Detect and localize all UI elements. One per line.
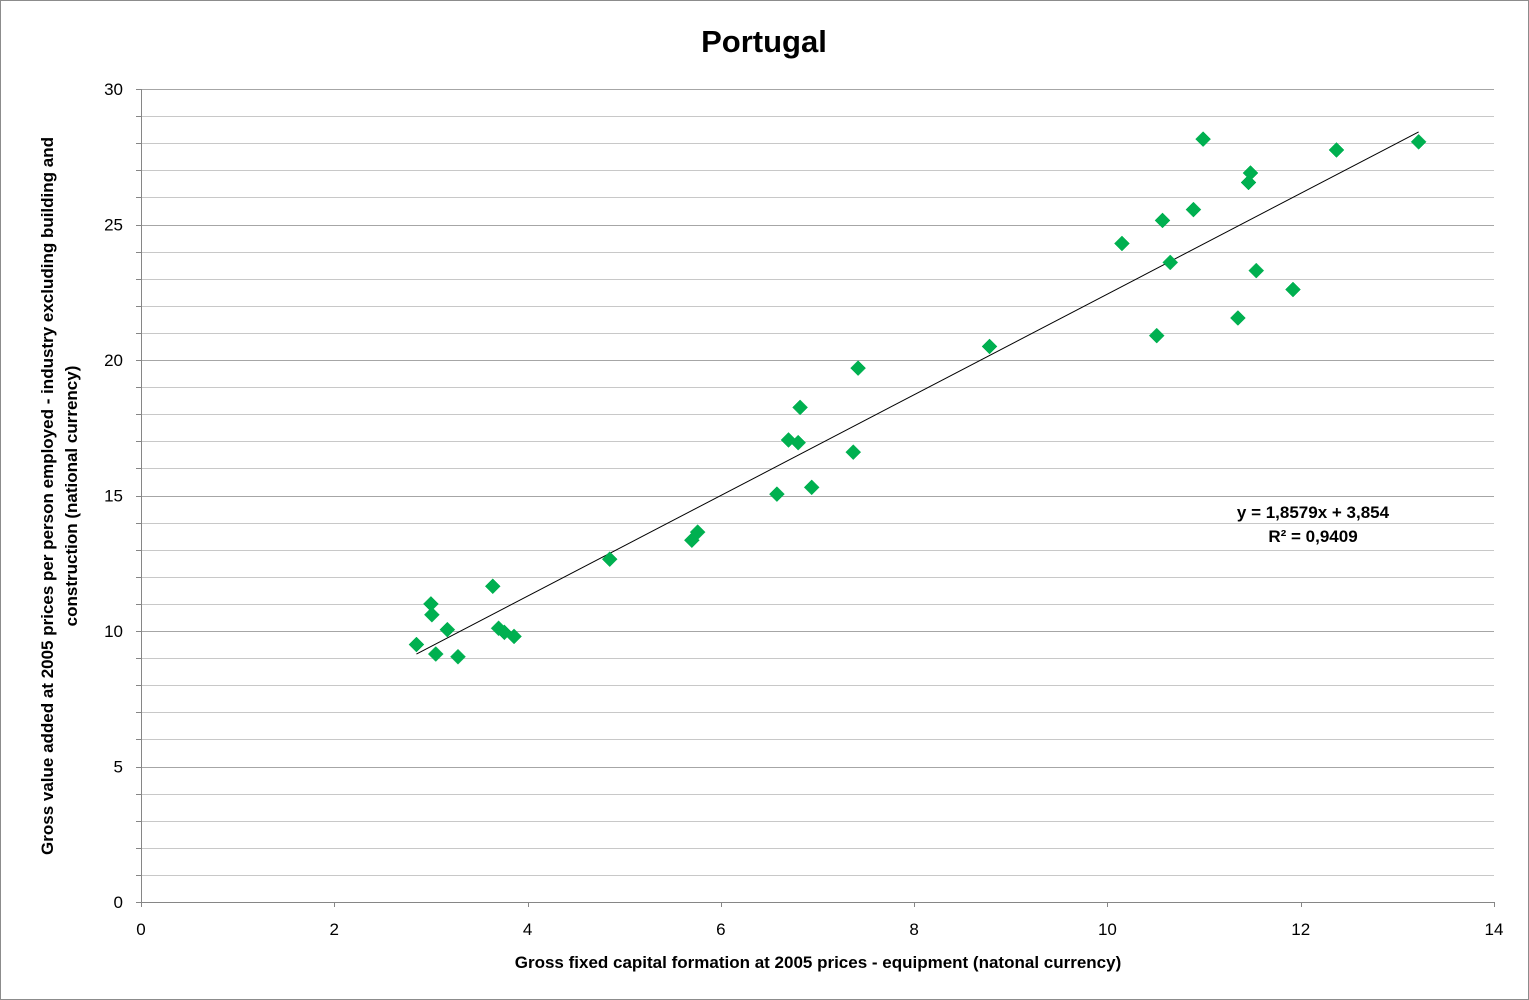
data-point [1154,212,1171,229]
data-point [1148,327,1165,344]
data-point [1242,165,1259,181]
y-axis-title-line-2: construction (national currency) [62,366,81,627]
x-tick-label: 14 [1485,920,1504,939]
data-point [1195,131,1211,147]
y-tick-label: 10 [104,622,123,641]
data-point [1114,235,1130,252]
x-tick-label: 4 [523,920,532,939]
data-point [408,636,425,653]
y-tick-label: 30 [104,80,123,99]
y-tick-label: 5 [114,758,123,777]
x-axis-title: Gross fixed capital formation at 2005 pr… [515,953,1122,972]
data-point [439,621,456,638]
data-point [981,338,998,355]
y-tick-label: 0 [114,893,123,912]
trendline-r-squared: R² = 0,9409 [1268,527,1357,546]
data-point [1285,281,1301,298]
y-tick-label: 20 [104,351,123,370]
data-point [790,434,807,451]
data-point [1410,133,1427,150]
data-point [792,399,808,416]
data-point [845,444,862,460]
data-points [408,131,1427,665]
data-point [427,646,444,662]
data-point [601,551,618,568]
trendline-equation: y = 1,8579x + 3,854 [1237,503,1390,522]
x-tick-labels: 0 2 4 6 8 10 12 14 [136,920,1503,939]
x-tick-label: 2 [330,920,339,939]
data-point [1185,201,1202,218]
data-point [1248,262,1265,279]
trendline-path [416,131,1419,655]
gridlines [141,89,1494,876]
data-point [424,606,440,623]
data-point [506,628,522,645]
data-point [1230,310,1246,326]
chart-title: Portugal [701,24,827,59]
y-tick-label: 25 [104,216,123,235]
data-point [689,524,706,540]
y-tick-labels: 0 5 10 15 20 25 30 [104,80,123,912]
x-tick-label: 8 [909,920,918,939]
data-point [1162,254,1179,271]
y-axis-title-line-1: Gross value added at 2005 prices per per… [38,137,57,855]
x-tick-label: 10 [1098,920,1117,939]
data-point [484,578,501,595]
data-point [803,479,820,496]
trendline [416,131,1419,655]
axes [136,89,1495,907]
data-point [1328,142,1345,158]
data-point [850,360,866,376]
data-point [769,486,785,502]
y-tick-label: 15 [104,487,123,506]
x-tick-label: 0 [136,920,145,939]
x-tick-label: 6 [716,920,725,939]
x-tick-label: 12 [1291,920,1310,939]
data-point [450,648,466,665]
